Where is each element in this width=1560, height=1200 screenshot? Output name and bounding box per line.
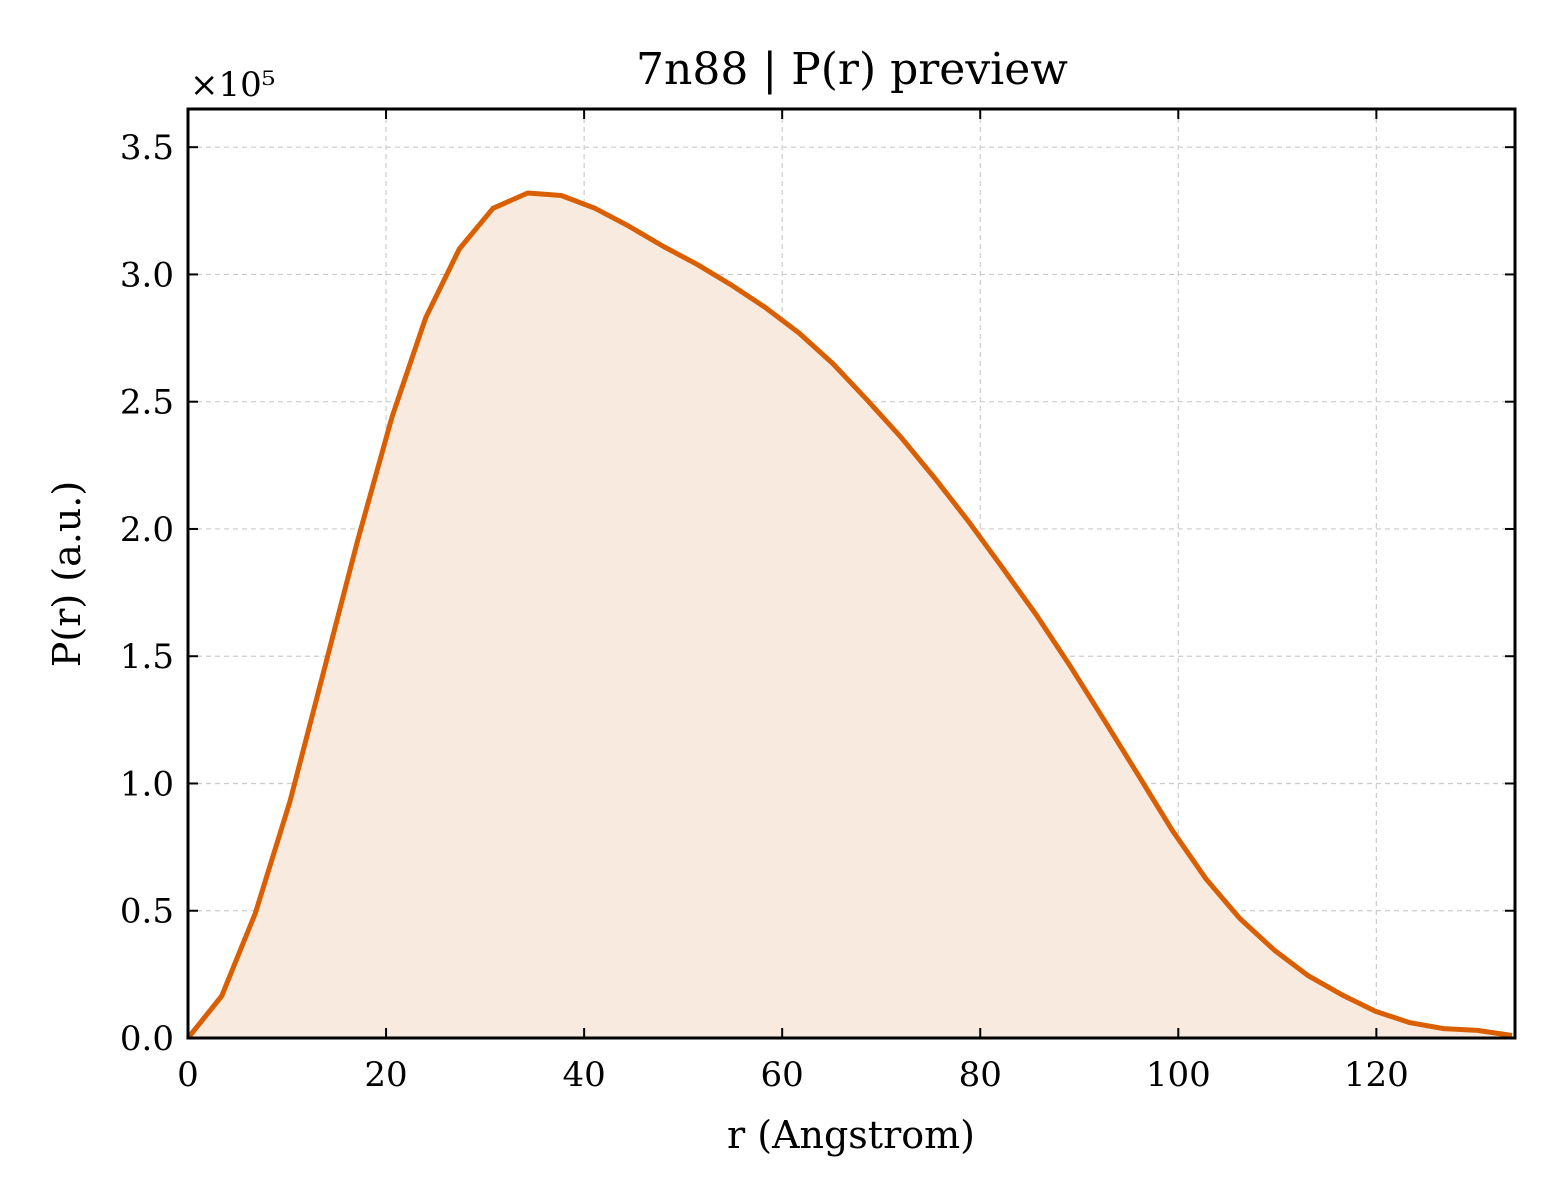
- data-point: [1138, 775, 1139, 776]
- data-point: [1239, 918, 1240, 919]
- data-point: [663, 246, 664, 247]
- x-tick-label: 20: [364, 1055, 407, 1095]
- data-point: [527, 192, 528, 193]
- data-point: [425, 317, 426, 318]
- data-point: [1104, 719, 1105, 720]
- x-tick-label: 100: [1146, 1055, 1211, 1095]
- data-point: [765, 307, 766, 308]
- data-point: [1512, 1035, 1513, 1036]
- y-tick-label: 1.5: [120, 637, 174, 677]
- data-point: [968, 521, 969, 522]
- data-point: [901, 437, 902, 438]
- plot-frame: [186, 107, 1517, 1040]
- data-point: [697, 264, 698, 265]
- y-tick-label: 2.5: [120, 383, 174, 423]
- data-point: [493, 208, 494, 209]
- data-point: [290, 801, 291, 802]
- data-point: [1375, 1011, 1376, 1012]
- data-point: [255, 913, 256, 914]
- data-point: [1443, 1028, 1444, 1029]
- data-point: [1341, 994, 1342, 995]
- data-point: [730, 284, 731, 285]
- y-tick-label: 3.0: [120, 255, 174, 295]
- y-offset-label: ×10⁵: [190, 65, 275, 105]
- data-point: [1002, 567, 1003, 568]
- data-point: [628, 226, 629, 227]
- x-tick-label: 120: [1344, 1055, 1409, 1095]
- x-axis-label: r (Angstrom): [727, 1113, 975, 1157]
- y-tick-label: 3.5: [120, 128, 174, 168]
- data-point: [561, 195, 562, 196]
- y-tick-label: 0.5: [120, 892, 174, 932]
- data-point: [221, 996, 222, 997]
- data-point: [1308, 975, 1309, 976]
- chart-title: 7n88 | P(r) preview: [636, 44, 1068, 95]
- series-area-fill: [188, 193, 1512, 1038]
- data-point: [1274, 950, 1275, 951]
- y-tick-label: 0.0: [120, 1019, 174, 1059]
- y-axis-label: P(r) (a.u.): [45, 481, 89, 667]
- data-point: [323, 671, 324, 672]
- data-point: [1036, 615, 1037, 616]
- x-tick-label: 80: [959, 1055, 1002, 1095]
- data-point: [799, 332, 800, 333]
- data-point: [459, 248, 460, 249]
- data-point: [392, 416, 393, 417]
- data-point: [1206, 878, 1207, 879]
- x-tick-label: 60: [761, 1055, 804, 1095]
- x-tick-label: 0: [177, 1055, 199, 1095]
- axis-ticks: 0 20 40 60 80 100 120 0.0 0.5 1.0 1.5 2.0 2.5 3.0 3.5: [120, 109, 1515, 1095]
- y-tick-label: 2.0: [120, 510, 174, 550]
- x-tick-label: 40: [562, 1055, 605, 1095]
- data-point: [357, 541, 358, 542]
- data-point: [1410, 1022, 1411, 1023]
- series-line: [186, 190, 1513, 1040]
- data-point: [1477, 1030, 1478, 1031]
- data-point: [595, 208, 596, 209]
- data-point: [934, 478, 935, 479]
- y-tick-label: 1.0: [120, 764, 174, 804]
- data-point: [832, 363, 833, 364]
- data-point: [1172, 830, 1173, 831]
- data-point: [1070, 666, 1071, 667]
- data-point: [866, 399, 867, 400]
